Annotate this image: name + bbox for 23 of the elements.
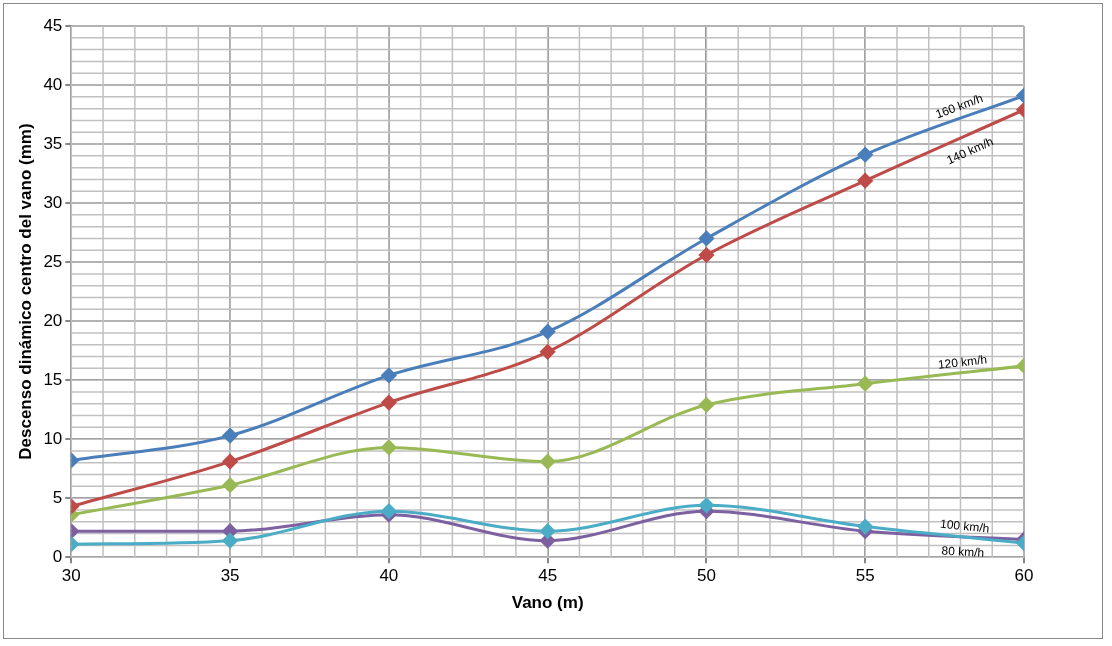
y-tick-label: 30 (43, 192, 63, 212)
y-tick-label: 40 (43, 74, 63, 94)
y-tick-label: 10 (43, 428, 63, 448)
x-axis-title: Vano (m) (511, 593, 584, 613)
x-tick-label: 45 (538, 566, 558, 586)
y-tick-label: 0 (52, 546, 63, 566)
x-tick-label: 50 (696, 566, 716, 586)
text: 160 km/h (933, 91, 985, 122)
y-tick-label: 20 (43, 310, 63, 330)
text: 100 km/h (939, 516, 991, 536)
series-label: 80 km/h (941, 543, 985, 560)
y-tick-label: 5 (52, 487, 63, 507)
text: 140 km/h (944, 134, 996, 168)
y-tick-label: 45 (43, 15, 63, 35)
text: 120 km/h (937, 352, 988, 372)
x-tick-label: 40 (379, 566, 399, 586)
y-tick-label: 25 (43, 251, 63, 271)
x-tick-label: 60 (1014, 566, 1034, 586)
x-tick-label: 55 (855, 566, 875, 586)
y-tick-label: 15 (43, 369, 63, 389)
y-tick-label: 35 (43, 133, 63, 153)
x-tick-label: 35 (220, 566, 240, 586)
y-axis-title: Descenso dinámico centro del vano (mm) (15, 123, 35, 460)
